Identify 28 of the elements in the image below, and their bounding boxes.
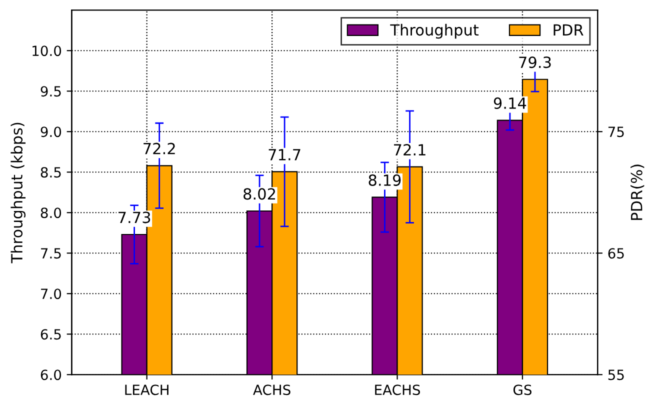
y-tick-label: 8.0 — [40, 208, 62, 218]
x-tick-label: GS — [513, 384, 532, 396]
x-tick-label: ACHS — [253, 384, 290, 396]
data-label: 8.19 — [368, 174, 401, 186]
y-tick-label: 10.0 — [32, 46, 62, 56]
y2-tick-label: 75 — [608, 126, 624, 138]
y-tick-label: 7.0 — [41, 288, 62, 300]
data-label: 9.14 — [494, 97, 526, 109]
x-tick-label: LEACH — [125, 384, 168, 396]
data-label: 79.3 — [519, 56, 551, 68]
y-tick-label: 6.5 — [40, 329, 61, 340]
legend-label: PDR — [554, 24, 584, 36]
y-axis-title: Throughput (kbps) — [10, 122, 26, 264]
y-tick-label: 9.0 — [40, 126, 62, 138]
y2-tick-label: 65 — [608, 248, 624, 259]
data-label: 72.2 — [144, 142, 175, 154]
data-label: 72.1 — [394, 144, 426, 156]
y-tick-label: 8.5 — [40, 167, 61, 178]
y2-axis-title: PDR(%) — [630, 164, 644, 220]
legend-label: Throughput — [390, 24, 479, 39]
y-tick-label: 7.5 — [41, 248, 61, 259]
y-tick-label: 9.5 — [40, 86, 61, 97]
data-label: 7.73 — [118, 212, 150, 224]
y-tick-label: 6.0 — [40, 370, 62, 380]
data-label: 71.7 — [268, 149, 300, 160]
data-label: 8.02 — [244, 188, 276, 200]
x-tick-label: EACHS — [375, 384, 420, 396]
y2-tick-label: 55 — [608, 370, 624, 380]
